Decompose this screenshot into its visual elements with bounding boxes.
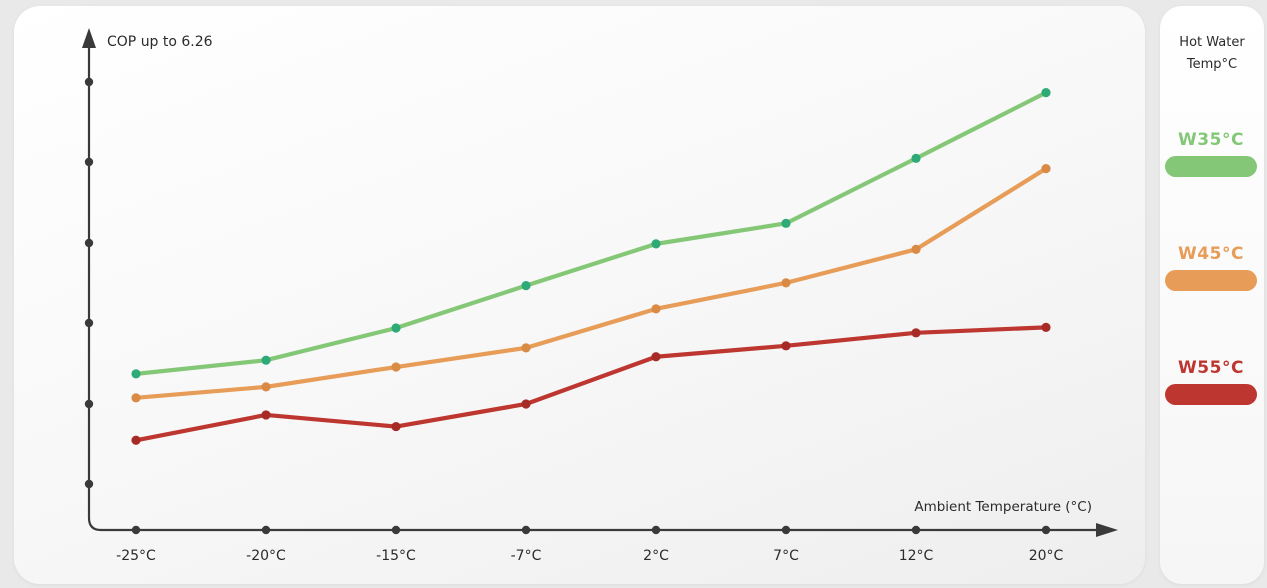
y-tick-dot xyxy=(84,238,94,248)
data-point xyxy=(391,323,401,333)
legend-title-line1: Hot Water xyxy=(1179,35,1245,50)
data-point xyxy=(651,352,661,362)
legend-title: Hot Water Temp°C xyxy=(1160,32,1264,76)
cop-line-chart: COP up to 6.26 Ambient Temperature (°C) … xyxy=(82,28,1118,564)
legend-label-w55: W55°C xyxy=(1178,358,1244,378)
data-point xyxy=(1041,163,1051,174)
data-point xyxy=(261,382,271,392)
y-axis-label: COP up to 6.26 xyxy=(107,34,213,50)
data-point xyxy=(781,218,791,228)
data-point xyxy=(651,239,661,249)
series-layer xyxy=(131,88,1051,445)
data-point xyxy=(781,278,791,288)
y-tick-dot xyxy=(84,77,94,87)
data-point xyxy=(911,153,921,163)
x-tick-dot xyxy=(521,525,531,535)
axes xyxy=(82,28,1118,537)
series-3 xyxy=(131,322,1051,445)
x-tick-dot xyxy=(391,525,401,535)
data-point xyxy=(911,328,921,338)
y-tick-dot xyxy=(84,157,94,167)
legend-label-w45: W45°C xyxy=(1178,244,1244,264)
x-tick-label: -15°C xyxy=(376,548,416,564)
x-axis-label: Ambient Temperature (°C) xyxy=(914,499,1092,515)
data-point xyxy=(651,304,661,314)
series-line xyxy=(133,90,1049,376)
x-tick-dot xyxy=(261,525,271,535)
legend-swatch-w45 xyxy=(1165,270,1257,291)
data-point xyxy=(391,362,401,372)
x-axis-arrow xyxy=(1096,523,1118,537)
series-line xyxy=(133,166,1049,400)
legend-item-w45: W45°C xyxy=(1165,244,1257,291)
data-point xyxy=(521,399,531,409)
x-tick-dot xyxy=(131,525,141,535)
data-point xyxy=(131,393,141,403)
legend-title-line2: Temp°C xyxy=(1186,57,1238,72)
x-tick-dot xyxy=(911,525,921,535)
legend-panel: Hot Water Temp°C W35°C W45°C W55°C xyxy=(1160,6,1264,584)
x-tick-label: 7°C xyxy=(773,548,799,564)
data-point xyxy=(521,343,531,353)
y-axis-arrow xyxy=(82,28,96,48)
x-tick-dot xyxy=(781,525,791,535)
x-tick-label: 12°C xyxy=(899,548,934,564)
axis-lines xyxy=(87,40,1100,532)
legend-swatch-w35 xyxy=(1165,156,1257,177)
data-point xyxy=(1041,88,1051,98)
y-tick-dot xyxy=(84,318,94,328)
legend-label-w35: W35°C xyxy=(1178,130,1244,150)
legend-item-w35: W35°C xyxy=(1165,130,1257,177)
x-tick-label: 2°C xyxy=(643,548,669,564)
series-line xyxy=(133,325,1049,443)
data-point xyxy=(131,435,141,445)
labels-layer: COP up to 6.26 Ambient Temperature (°C) … xyxy=(107,34,1092,564)
x-tick-label: -7°C xyxy=(511,548,542,564)
chart-card: COP up to 6.26 Ambient Temperature (°C) … xyxy=(14,6,1145,584)
x-tick-label: 20°C xyxy=(1029,548,1064,564)
data-point xyxy=(1041,322,1051,332)
x-tick-label: -20°C xyxy=(246,548,286,564)
legend-item-w55: W55°C xyxy=(1165,358,1257,405)
y-tick-dot xyxy=(84,399,94,409)
legend-swatch-w55 xyxy=(1165,384,1257,405)
data-point xyxy=(781,341,791,351)
data-point xyxy=(261,355,271,365)
x-tick-label: -25°C xyxy=(116,548,156,564)
series-2 xyxy=(131,163,1051,403)
data-point xyxy=(391,421,401,432)
data-point xyxy=(131,369,141,379)
data-point xyxy=(521,281,531,291)
x-tick-dot xyxy=(651,525,661,535)
y-tick-dot xyxy=(84,479,94,489)
data-point xyxy=(911,244,921,254)
data-point xyxy=(261,410,271,420)
x-tick-dot xyxy=(1041,525,1051,535)
series-1 xyxy=(131,88,1051,379)
